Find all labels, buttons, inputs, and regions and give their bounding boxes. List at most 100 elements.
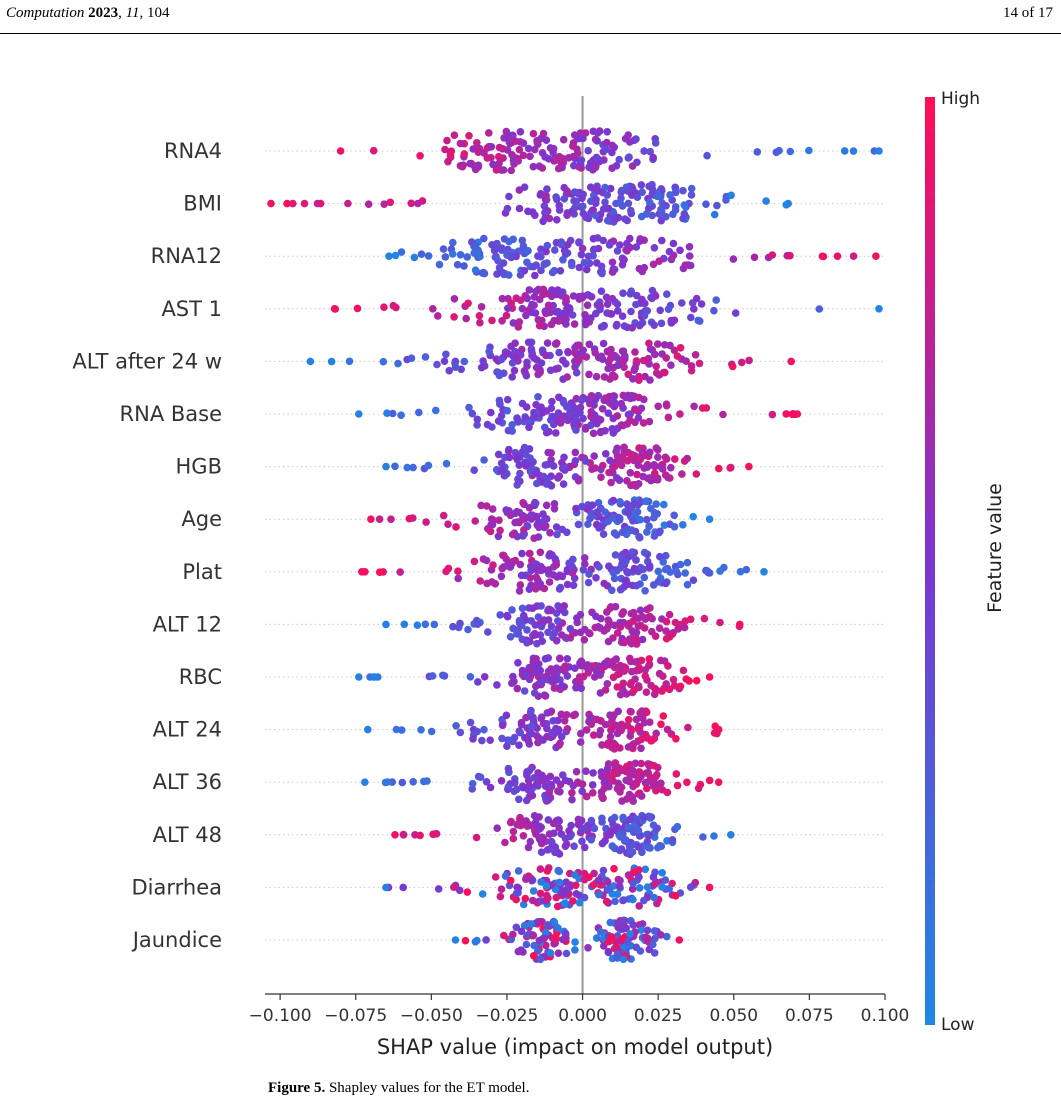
shap-point: [523, 362, 531, 370]
shap-point: [529, 262, 538, 271]
shap-point: [353, 304, 362, 313]
shap-point: [582, 767, 590, 775]
shap-point: [646, 604, 654, 612]
shap-point: [424, 252, 433, 260]
shap-point: [601, 427, 609, 435]
shap-point: [627, 452, 636, 461]
shap-point: [642, 688, 651, 696]
shap-point: [603, 831, 611, 840]
shap-point: [676, 344, 685, 352]
shap-point: [588, 501, 597, 510]
feature-label: Diarrhea: [131, 875, 222, 899]
shap-point: [515, 145, 524, 154]
shap-point: [432, 406, 440, 415]
shap-point: [552, 893, 561, 902]
shap-point: [535, 162, 544, 170]
shap-point: [405, 514, 414, 523]
shap-point: [613, 474, 621, 482]
shap-point: [694, 316, 702, 325]
shap-point: [662, 680, 670, 688]
shap-point: [461, 936, 470, 945]
shap-point: [509, 827, 518, 836]
shap-point: [658, 236, 666, 245]
shap-point: [552, 664, 561, 672]
shap-point: [498, 734, 506, 743]
shap-point: [623, 477, 631, 485]
shap-point: [578, 502, 586, 511]
shap-point: [620, 443, 628, 452]
shap-point: [639, 472, 647, 481]
shap-point: [872, 252, 880, 260]
shap-point: [563, 305, 571, 313]
shap-point: [579, 202, 587, 211]
shap-point: [597, 262, 606, 271]
shap-point: [632, 943, 640, 952]
shap-point: [489, 160, 497, 169]
shap-point: [513, 481, 521, 489]
x-tick-label: −0.100: [249, 1006, 312, 1026]
shap-point: [627, 708, 635, 716]
shap-point: [533, 512, 541, 521]
shap-point: [642, 497, 650, 505]
shap-point: [601, 183, 609, 192]
shap-point: [613, 950, 622, 959]
shap-point: [556, 267, 565, 275]
shap-point: [666, 633, 674, 641]
shap-point: [633, 291, 641, 300]
feature-row-rna12: [385, 234, 880, 280]
shap-point: [645, 417, 654, 426]
shap-point: [502, 311, 511, 320]
shap-point: [530, 301, 538, 310]
shap-point: [594, 498, 603, 507]
shap-point: [578, 787, 586, 796]
shap-point: [631, 658, 640, 666]
shap-point: [488, 423, 496, 431]
shap-point: [590, 824, 599, 833]
shap-point: [703, 151, 711, 160]
shap-point: [580, 875, 589, 884]
shap-point: [471, 165, 480, 174]
shap-point: [557, 732, 566, 741]
shap-point: [488, 316, 496, 325]
shap-point: [686, 883, 695, 891]
shap-point: [577, 657, 586, 666]
shap-point: [637, 744, 645, 753]
shap-point: [632, 357, 641, 365]
shap-point: [659, 712, 668, 720]
shap-point: [643, 515, 651, 524]
shap-point: [552, 561, 561, 569]
feature-row-rna4: [336, 127, 883, 175]
shap-point: [522, 940, 531, 949]
shap-point: [534, 393, 542, 401]
shap-point: [416, 152, 424, 160]
shap-point: [509, 319, 518, 327]
shap-point: [523, 769, 531, 777]
shap-point: [551, 365, 560, 373]
shap-point: [462, 314, 471, 323]
shap-point: [553, 902, 562, 911]
shap-point: [409, 778, 418, 786]
shap-point: [456, 162, 465, 170]
shap-point: [355, 410, 363, 418]
shap-point: [575, 898, 584, 907]
feature-row-alt-48: [391, 811, 735, 859]
shap-point: [522, 311, 530, 320]
shap-point: [541, 208, 549, 217]
shap-point: [619, 528, 628, 536]
shap-point: [547, 456, 555, 464]
shap-point: [516, 581, 525, 589]
shap-point: [488, 241, 496, 249]
shap-point: [616, 498, 624, 506]
shap-point: [558, 631, 566, 639]
shap-point: [772, 148, 781, 157]
shap-point: [526, 708, 535, 717]
shap-point: [654, 567, 663, 576]
shap-point: [494, 152, 503, 161]
feature-label: BMI: [183, 192, 222, 216]
shap-point: [480, 234, 488, 243]
shap-point: [631, 779, 639, 788]
shap-point: [659, 368, 668, 377]
shap-point: [637, 792, 646, 800]
shap-point: [514, 659, 522, 667]
shap-point: [562, 294, 570, 302]
